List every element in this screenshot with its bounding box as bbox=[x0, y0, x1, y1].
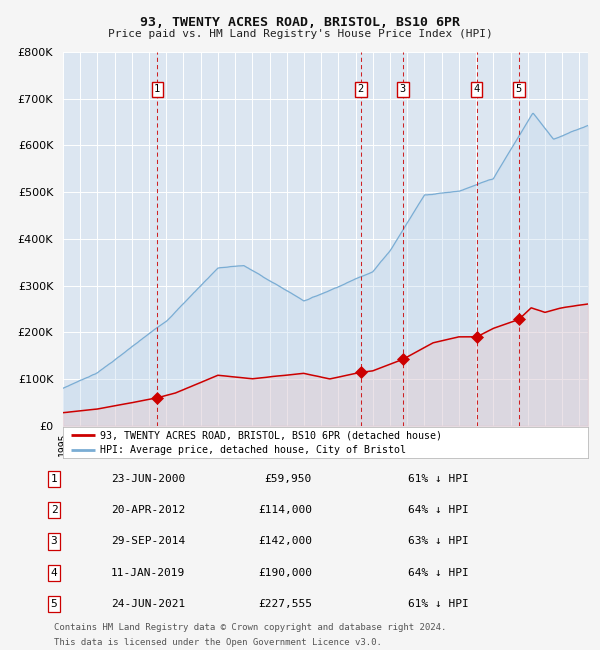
Text: 24-JUN-2021: 24-JUN-2021 bbox=[111, 599, 185, 609]
Text: 5: 5 bbox=[515, 84, 522, 94]
Text: 93, TWENTY ACRES ROAD, BRISTOL, BS10 6PR (detached house): 93, TWENTY ACRES ROAD, BRISTOL, BS10 6PR… bbox=[100, 430, 442, 441]
Text: 20-APR-2012: 20-APR-2012 bbox=[111, 505, 185, 515]
Text: 93, TWENTY ACRES ROAD, BRISTOL, BS10 6PR: 93, TWENTY ACRES ROAD, BRISTOL, BS10 6PR bbox=[140, 16, 460, 29]
Text: Price paid vs. HM Land Registry's House Price Index (HPI): Price paid vs. HM Land Registry's House … bbox=[107, 29, 493, 39]
Text: 4: 4 bbox=[50, 567, 58, 578]
Text: £59,950: £59,950 bbox=[265, 474, 312, 484]
Text: 29-SEP-2014: 29-SEP-2014 bbox=[111, 536, 185, 547]
Text: HPI: Average price, detached house, City of Bristol: HPI: Average price, detached house, City… bbox=[100, 445, 406, 455]
Text: 5: 5 bbox=[50, 599, 58, 609]
Text: 2: 2 bbox=[50, 505, 58, 515]
Text: 1: 1 bbox=[50, 474, 58, 484]
Text: Contains HM Land Registry data © Crown copyright and database right 2024.: Contains HM Land Registry data © Crown c… bbox=[54, 623, 446, 632]
Text: 2: 2 bbox=[358, 84, 364, 94]
Text: 64% ↓ HPI: 64% ↓ HPI bbox=[408, 567, 469, 578]
Text: 11-JAN-2019: 11-JAN-2019 bbox=[111, 567, 185, 578]
Text: 1: 1 bbox=[154, 84, 160, 94]
Text: 61% ↓ HPI: 61% ↓ HPI bbox=[408, 599, 469, 609]
Text: 63% ↓ HPI: 63% ↓ HPI bbox=[408, 536, 469, 547]
Text: 64% ↓ HPI: 64% ↓ HPI bbox=[408, 505, 469, 515]
Text: 4: 4 bbox=[473, 84, 480, 94]
Text: £227,555: £227,555 bbox=[258, 599, 312, 609]
Text: 61% ↓ HPI: 61% ↓ HPI bbox=[408, 474, 469, 484]
Text: 3: 3 bbox=[50, 536, 58, 547]
Text: 23-JUN-2000: 23-JUN-2000 bbox=[111, 474, 185, 484]
Text: 3: 3 bbox=[400, 84, 406, 94]
Text: £142,000: £142,000 bbox=[258, 536, 312, 547]
Text: This data is licensed under the Open Government Licence v3.0.: This data is licensed under the Open Gov… bbox=[54, 638, 382, 647]
Text: £190,000: £190,000 bbox=[258, 567, 312, 578]
Text: £114,000: £114,000 bbox=[258, 505, 312, 515]
